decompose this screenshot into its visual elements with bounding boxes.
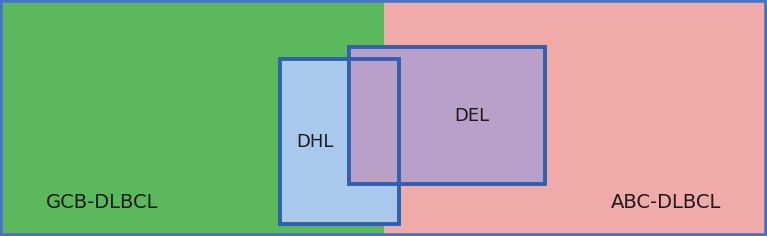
Bar [384,0,767,236]
Text: GCB-DLBCL: GCB-DLBCL [46,193,159,212]
Bar [280,59,399,224]
Bar [349,47,545,184]
Text: ABC-DLBCL: ABC-DLBCL [611,193,721,212]
Bar [349,47,545,184]
Text: DHL: DHL [296,133,333,151]
Bar [0,0,384,236]
Bar [280,59,399,224]
Text: DEL: DEL [454,107,489,125]
